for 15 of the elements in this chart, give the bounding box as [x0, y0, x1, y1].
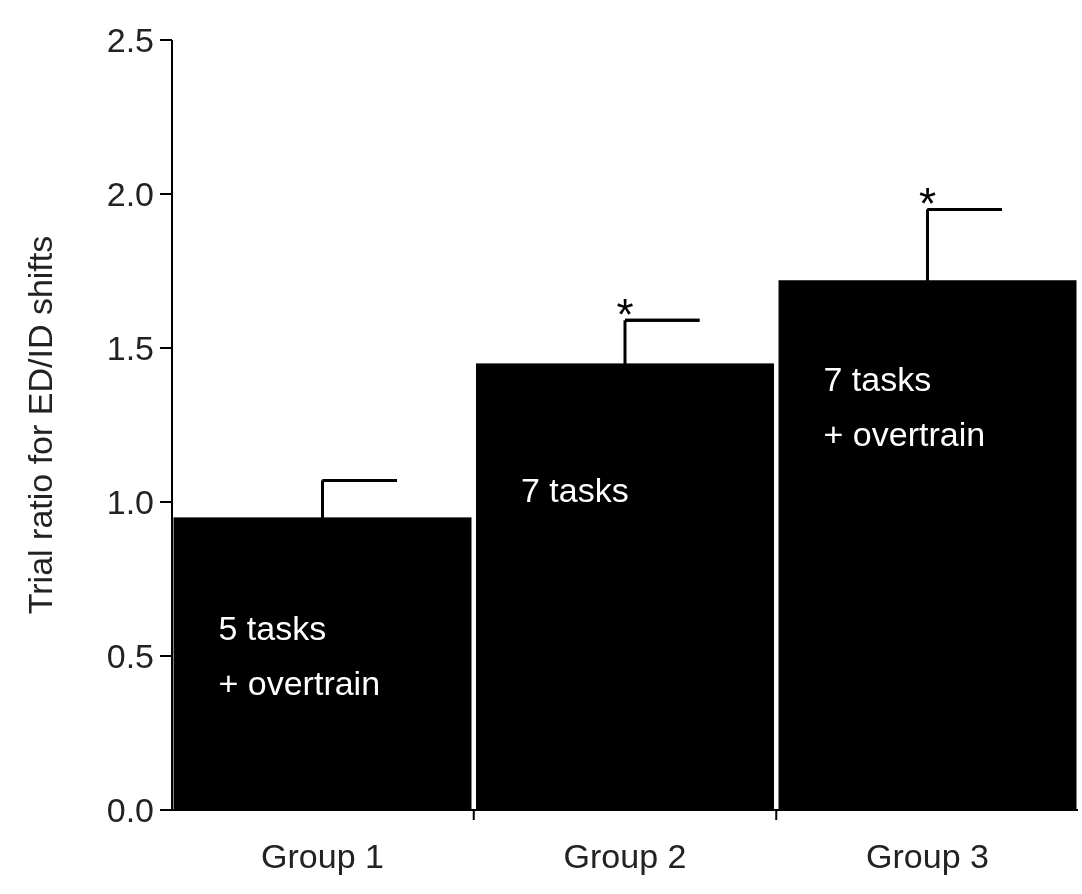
y-tick-label: 1.0 — [106, 482, 154, 521]
y-tick-label: 2.5 — [106, 20, 154, 59]
y-tick-label: 2.0 — [106, 174, 154, 213]
y-tick-label: 0.0 — [106, 790, 154, 829]
y-tick-label: 1.5 — [106, 328, 154, 367]
x-tick-label: Group 2 — [563, 837, 687, 875]
annotation: * — [616, 290, 634, 340]
annotation: 7 tasks — [521, 470, 629, 509]
annotation: * — [918, 179, 937, 229]
y-axis-title: Trial ratio for ED/ID shifts — [21, 235, 59, 615]
x-tick-label: Group 3 — [866, 837, 989, 875]
y-tick-label: 0.5 — [106, 636, 154, 675]
annotation: 5 tasks + overtrain — [218, 609, 381, 702]
x-tick-label: Group 1 — [261, 837, 384, 875]
annotation: 7 tasks + overtrain — [823, 360, 986, 453]
